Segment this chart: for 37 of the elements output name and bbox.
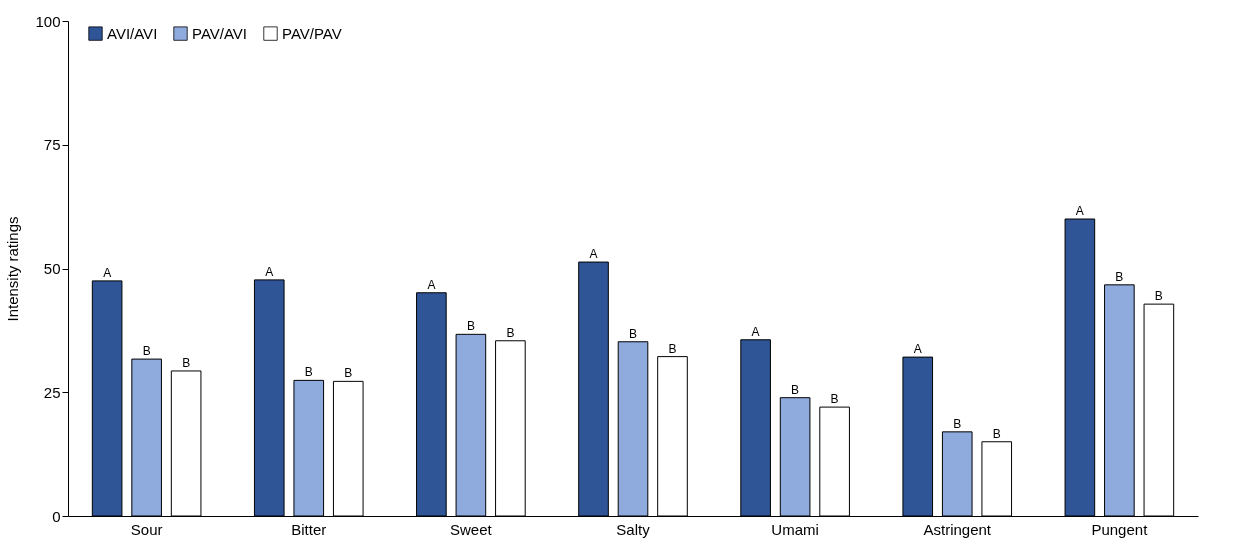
data-label: A bbox=[427, 277, 436, 292]
y-tick-label: 75 bbox=[43, 136, 61, 154]
x-tick-label: Bitter bbox=[291, 520, 327, 538]
data-label: A bbox=[913, 342, 922, 357]
y-tick-label: 25 bbox=[43, 383, 61, 401]
y-tick-label: 50 bbox=[43, 260, 61, 277]
data-label: B bbox=[1154, 289, 1163, 304]
legend-label: PAV/AVI bbox=[192, 24, 248, 42]
data-label: A bbox=[265, 264, 274, 279]
data-label: B bbox=[668, 341, 677, 356]
data-label: A bbox=[1075, 204, 1084, 218]
data-label: A bbox=[103, 265, 112, 280]
data-label: A bbox=[751, 324, 760, 339]
y-tick-label: 0 bbox=[52, 507, 61, 525]
data-label: B bbox=[992, 426, 1001, 441]
data-label: B bbox=[304, 365, 313, 380]
x-tick-label: Salty bbox=[616, 520, 651, 538]
data-label: B bbox=[628, 326, 638, 341]
data-label: B bbox=[142, 344, 151, 359]
y-tick-label: 100 bbox=[35, 12, 61, 30]
legend-label: PAV/PAV bbox=[282, 24, 342, 42]
data-label: B bbox=[466, 319, 475, 334]
x-tick-label: Pungent bbox=[1091, 520, 1149, 538]
data-label: B bbox=[182, 355, 191, 370]
data-label: B bbox=[953, 416, 962, 431]
x-tick-label: Astringent bbox=[923, 520, 992, 538]
legend-label: AVI/AVI bbox=[107, 24, 158, 42]
y-axis-title: Intensity ratings bbox=[4, 216, 22, 322]
data-label: B bbox=[344, 366, 353, 381]
data-label: B bbox=[506, 325, 515, 340]
x-tick-label: Umami bbox=[771, 520, 819, 538]
data-label: B bbox=[791, 382, 800, 397]
data-label: B bbox=[1115, 269, 1124, 284]
data-label: A bbox=[589, 247, 598, 262]
x-tick-label: Sweet bbox=[450, 520, 493, 538]
data-label: B bbox=[830, 392, 839, 407]
x-tick-label: Sour bbox=[130, 520, 163, 538]
